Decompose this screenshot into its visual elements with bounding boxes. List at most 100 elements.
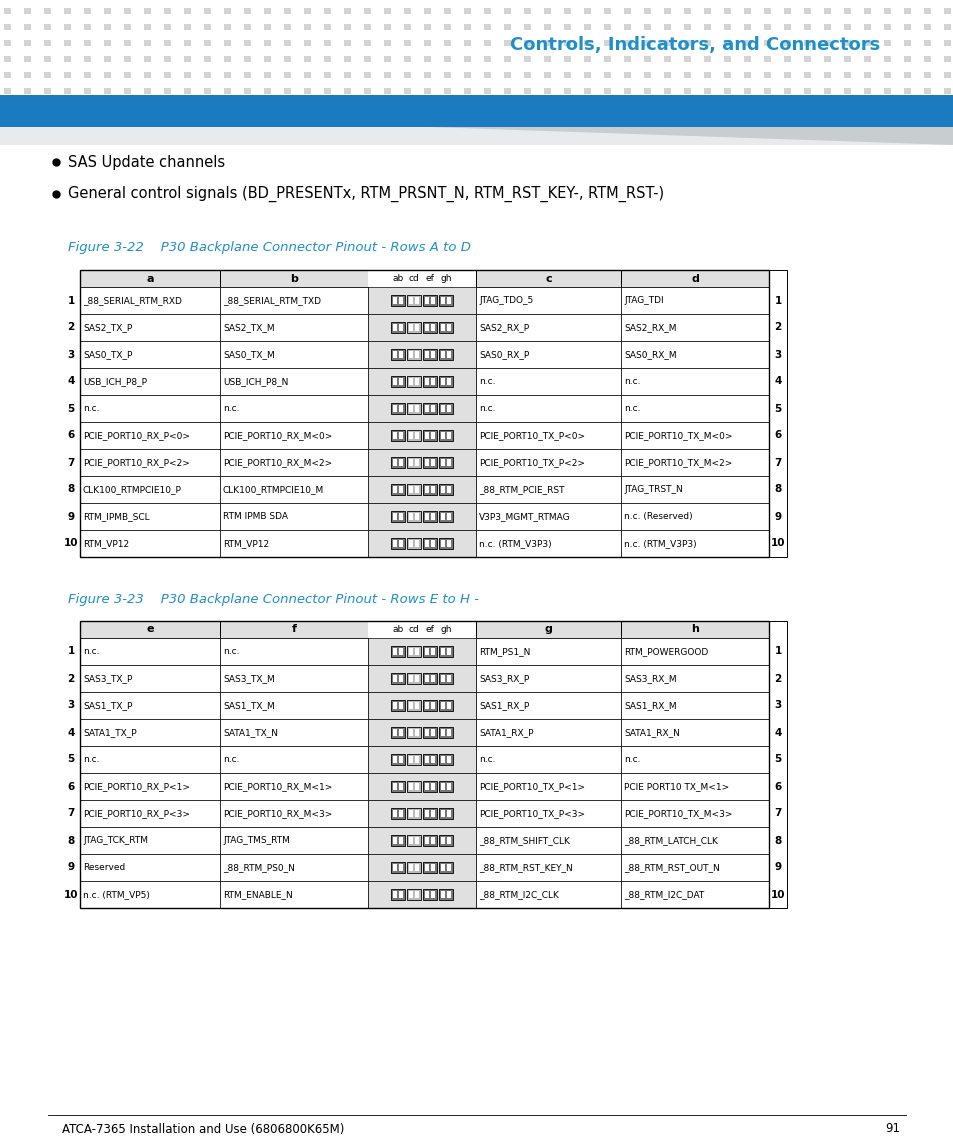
Bar <box>344 56 351 62</box>
Bar <box>398 702 402 709</box>
Bar <box>483 40 491 46</box>
Bar <box>431 864 435 871</box>
Bar <box>80 270 768 556</box>
Bar <box>483 120 491 126</box>
Text: _88_RTM_RST_KEY_N: _88_RTM_RST_KEY_N <box>478 863 572 872</box>
Text: f: f <box>292 624 296 634</box>
Bar <box>424 324 429 331</box>
Text: PCIE_PORT10_RX_M<2>: PCIE_PORT10_RX_M<2> <box>223 458 332 467</box>
Bar <box>304 72 311 78</box>
Bar <box>803 56 810 62</box>
Bar <box>623 8 630 14</box>
Bar <box>407 700 420 711</box>
Bar <box>384 136 391 142</box>
Bar <box>703 104 710 110</box>
Text: PCIE_PORT10_TX_P<2>: PCIE_PORT10_TX_P<2> <box>478 458 584 467</box>
Bar <box>476 665 620 692</box>
Bar <box>124 136 131 142</box>
Bar <box>422 484 436 495</box>
Bar <box>440 810 444 818</box>
Bar <box>503 136 511 142</box>
Bar <box>80 800 220 827</box>
Text: _88_RTM_PCIE_RST: _88_RTM_PCIE_RST <box>478 485 564 493</box>
Bar <box>391 727 405 739</box>
Bar <box>763 24 770 30</box>
Bar <box>403 120 411 126</box>
Bar <box>264 8 271 14</box>
Bar <box>80 621 220 638</box>
Bar <box>438 727 453 739</box>
Bar <box>80 747 220 773</box>
Bar <box>483 136 491 142</box>
Bar <box>415 459 418 466</box>
Bar <box>407 457 420 468</box>
Bar <box>64 8 71 14</box>
Bar <box>422 755 436 765</box>
Text: 9: 9 <box>774 862 781 872</box>
Bar <box>64 136 71 142</box>
Bar <box>224 120 231 126</box>
Text: 91: 91 <box>884 1122 899 1136</box>
Bar <box>563 8 571 14</box>
Bar <box>164 104 171 110</box>
Bar <box>0 95 953 127</box>
Bar <box>393 540 396 547</box>
Bar <box>393 405 396 412</box>
Text: _88_RTM_SHIFT_CLK: _88_RTM_SHIFT_CLK <box>478 836 569 845</box>
Bar <box>64 88 71 94</box>
Bar <box>483 72 491 78</box>
Bar <box>80 423 220 449</box>
Bar <box>4 56 11 62</box>
Text: 7: 7 <box>68 458 74 467</box>
Text: ef: ef <box>425 274 434 283</box>
Bar <box>603 56 610 62</box>
Bar <box>398 513 402 520</box>
Bar <box>398 324 402 331</box>
Bar <box>903 136 910 142</box>
Text: RTM_VP12: RTM_VP12 <box>83 539 129 548</box>
Bar <box>620 719 768 747</box>
Bar <box>220 476 368 503</box>
Bar <box>823 40 830 46</box>
Text: SAS1_TX_P: SAS1_TX_P <box>83 701 132 710</box>
Bar <box>438 835 453 846</box>
Bar <box>24 72 30 78</box>
Text: _88_RTM_I2C_DAT: _88_RTM_I2C_DAT <box>623 890 703 899</box>
Bar <box>80 341 220 368</box>
Bar <box>384 56 391 62</box>
Bar <box>643 24 650 30</box>
Bar <box>184 24 191 30</box>
Text: 2: 2 <box>774 673 781 684</box>
Text: _88_RTM_RST_OUT_N: _88_RTM_RST_OUT_N <box>623 863 719 872</box>
Bar <box>583 24 590 30</box>
Text: RTM_POWERGOOD: RTM_POWERGOOD <box>623 647 707 656</box>
Text: SATA1_RX_P: SATA1_RX_P <box>478 728 533 737</box>
Bar <box>84 40 91 46</box>
Bar <box>424 485 429 493</box>
Bar <box>723 8 730 14</box>
Bar <box>424 676 429 682</box>
Bar <box>923 72 930 78</box>
Text: 6: 6 <box>68 782 74 791</box>
Bar <box>220 503 368 530</box>
Bar <box>144 104 151 110</box>
Bar <box>144 24 151 30</box>
Bar <box>863 88 870 94</box>
Bar <box>368 800 476 827</box>
Bar <box>364 88 371 94</box>
Bar <box>463 136 471 142</box>
Bar <box>923 120 930 126</box>
Bar <box>415 756 418 763</box>
Bar <box>403 136 411 142</box>
Bar <box>220 854 368 881</box>
Bar <box>603 24 610 30</box>
Bar <box>204 136 211 142</box>
Bar <box>409 459 413 466</box>
Bar <box>124 120 131 126</box>
Bar <box>523 72 531 78</box>
Bar <box>523 56 531 62</box>
Text: n.c.: n.c. <box>478 377 495 386</box>
Bar <box>923 24 930 30</box>
Bar <box>284 24 291 30</box>
Bar <box>80 638 220 665</box>
